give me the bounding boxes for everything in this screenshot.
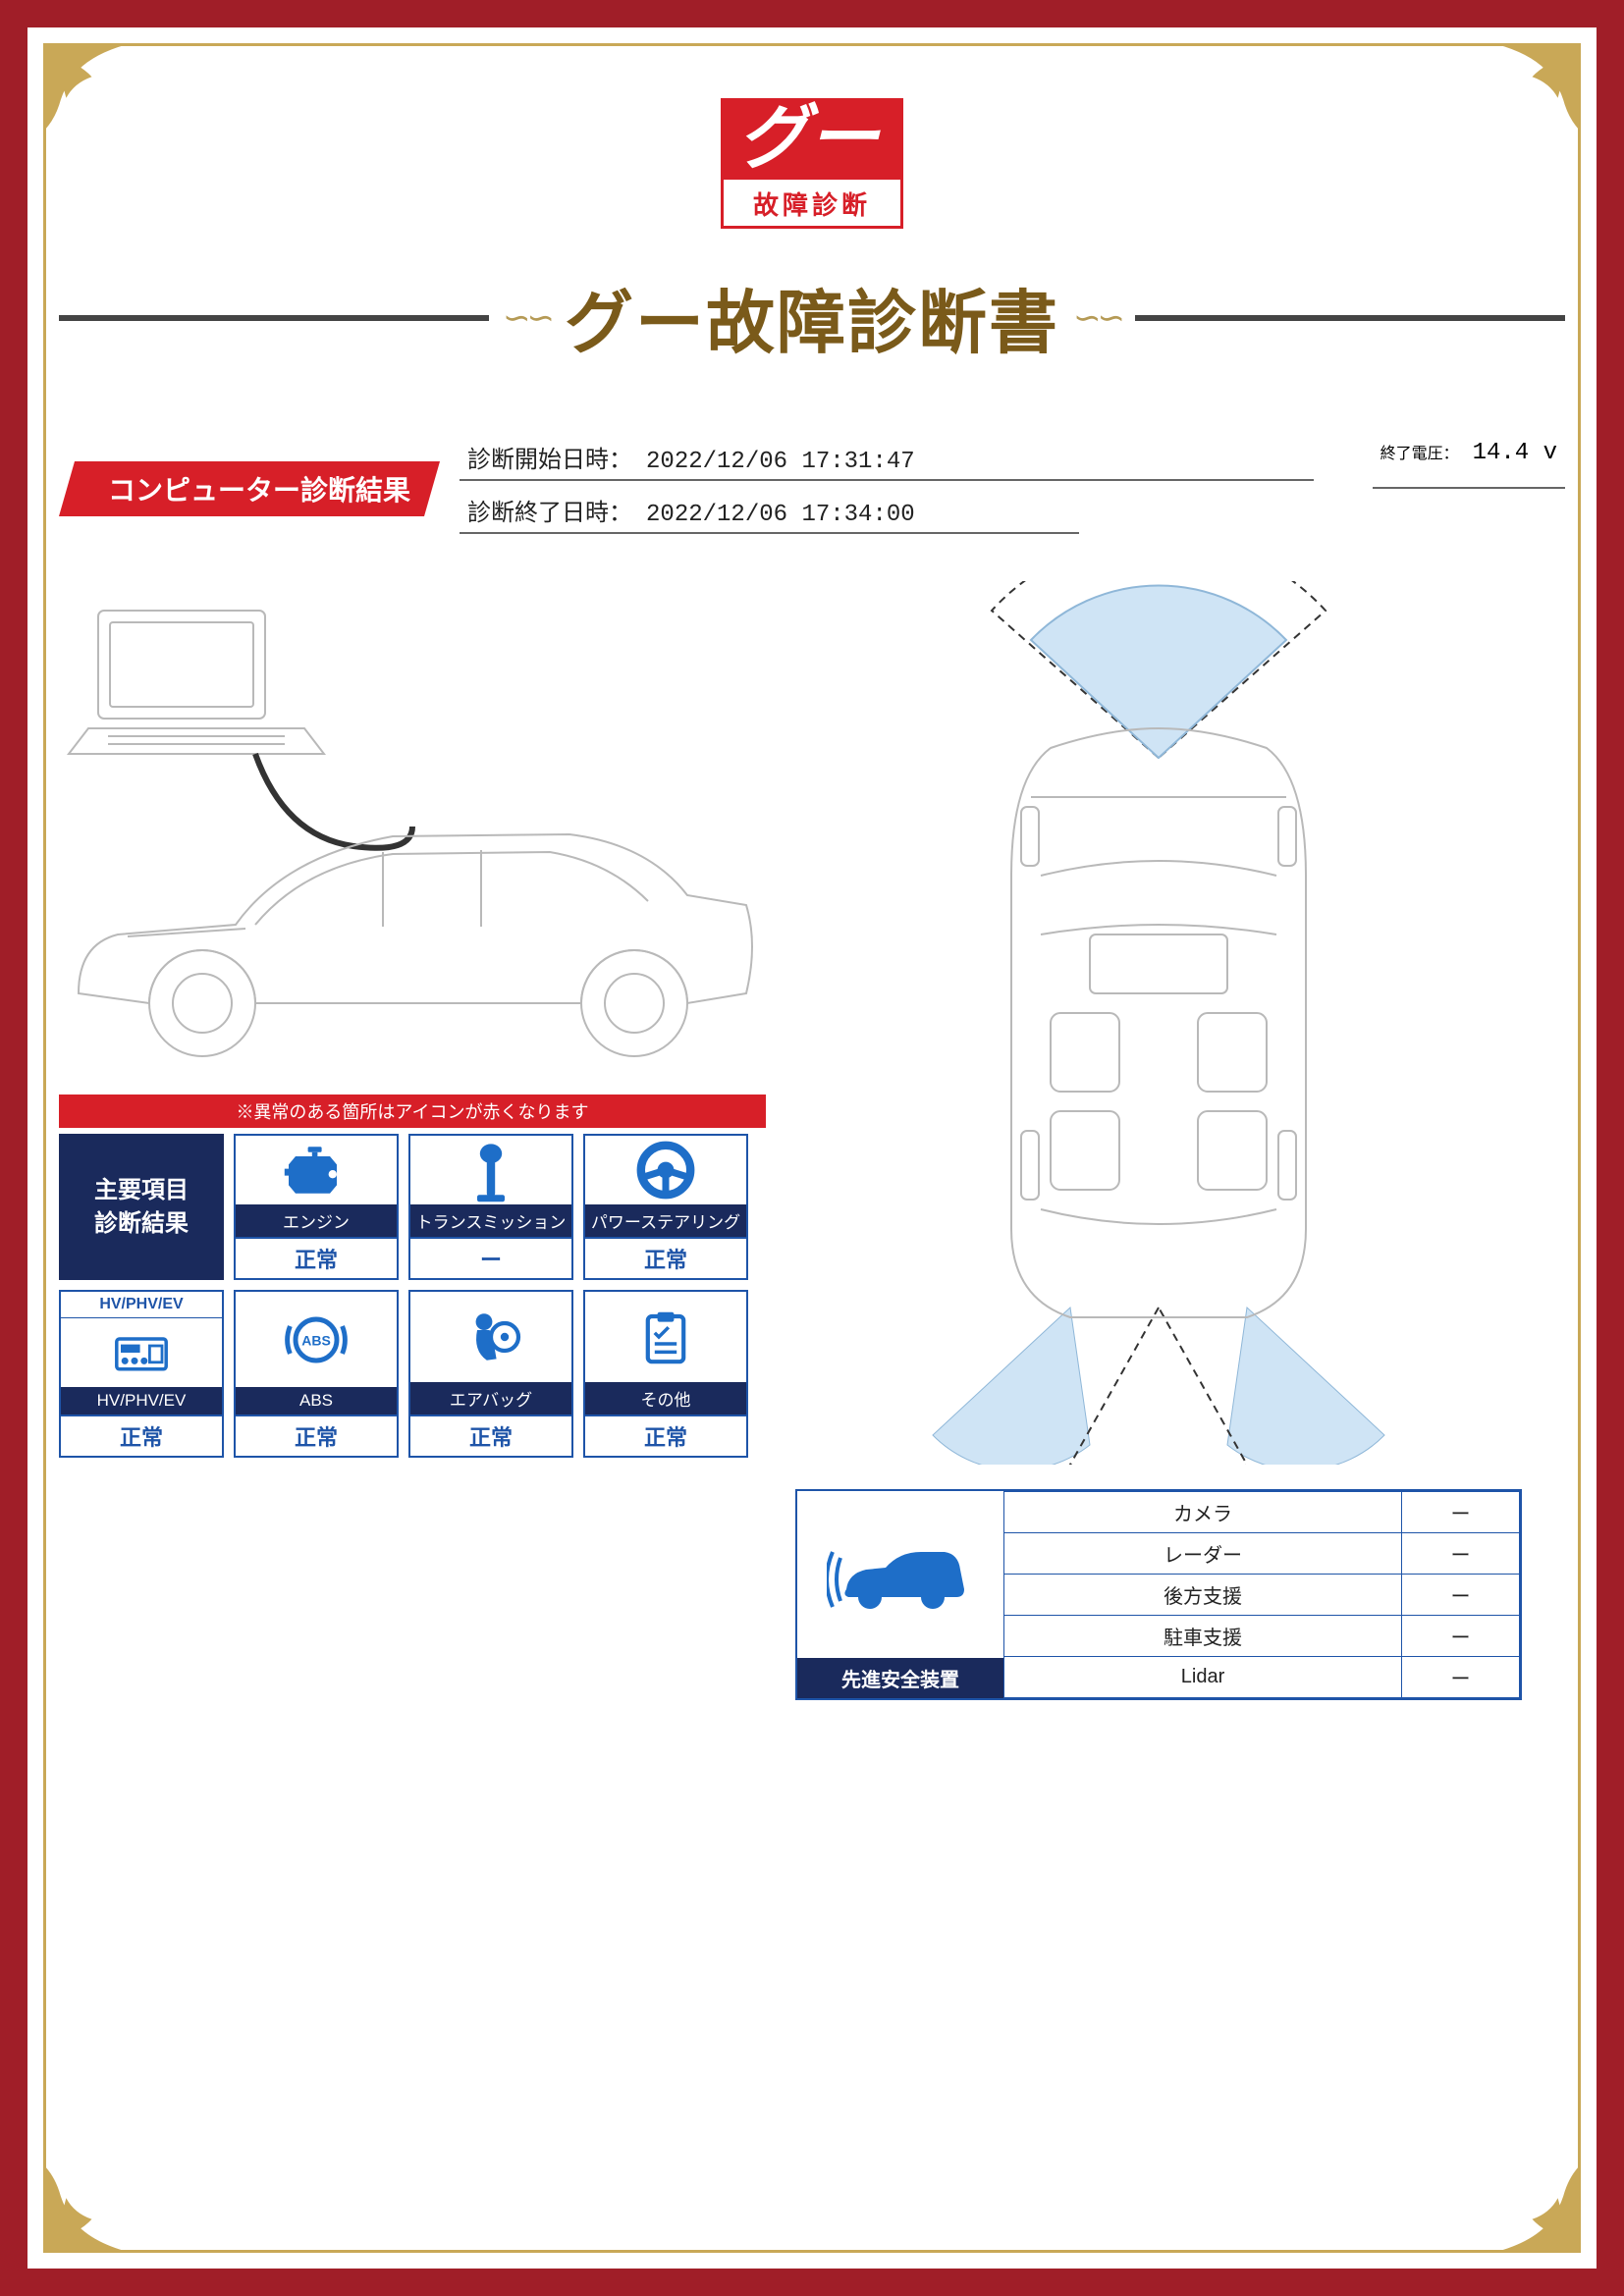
logo: グー 故障診断 [59,98,1565,229]
end-time-label: 診断終了日時： [467,493,632,527]
start-time-value: 2022/12/06 17:31:47 [646,449,915,475]
safety-equipment-box: 先進安全装置 カメラーレーダーー後方支援ー駐車支援ーLidarー [795,1489,1522,1700]
diag-card-status: 正常 [410,1415,571,1456]
logo-brand: グー [724,101,900,180]
diag-card-hvev: HV/PHV/EV HV/PHV/EV 正常 [59,1290,224,1458]
safety-row-value: ー [1402,1575,1520,1616]
title-ornament-right: ∽∽ [1073,298,1121,338]
diag-card-status: 正常 [585,1415,746,1456]
diag-card-status: 正常 [236,1415,397,1456]
logo-subtitle: 故障診断 [724,180,900,226]
voltage-value: 14.4 v [1473,440,1557,466]
car-top-diagram [795,581,1522,1465]
transmission-icon [410,1136,571,1204]
diagnosis-grid: 主要項目診断結果 エンジン 正常 トランスミッション ー パワーステアリング 正… [59,1134,766,1458]
safety-row-name: Lidar [1004,1657,1402,1698]
steering-icon [585,1136,746,1204]
safety-row-name: 後方支援 [1004,1575,1402,1616]
voltage-label: 終了電圧： [1380,440,1459,463]
car-side-diagram [59,581,766,1072]
diag-card-airbag: エアバッグ 正常 [408,1290,573,1458]
safety-row-name: 駐車支援 [1004,1616,1402,1657]
diag-card-steering: パワーステアリング 正常 [583,1134,748,1280]
safety-table: カメラーレーダーー後方支援ー駐車支援ーLidarー [1003,1491,1520,1698]
diag-card-name: エンジン [236,1204,397,1237]
diag-card-name: HV/PHV/EV [61,1387,222,1415]
diag-card-name: トランスミッション [410,1204,571,1237]
diag-card-transmission: トランスミッション ー [408,1134,573,1280]
document-title: グー故障診断書 [565,268,1059,367]
diag-card-status: 正常 [61,1415,222,1456]
abs-icon: ABS [236,1292,397,1387]
diag-card-name: パワーステアリング [585,1204,746,1237]
diag-header-card: 主要項目診断結果 [59,1134,224,1280]
safety-row-value: ー [1402,1657,1520,1698]
diag-card-name: ABS [236,1387,397,1415]
diagnosis-info: 診断開始日時： 2022/12/06 17:31:47 終了電圧： 14.4 v… [460,436,1565,542]
diag-card-name: その他 [585,1382,746,1415]
diag-header-text: 主要項目診断結果 [94,1174,189,1240]
safety-row-name: カメラ [1004,1492,1402,1533]
diag-card-status: ー [410,1237,571,1278]
engine-icon [236,1136,397,1204]
diag-card-abs: ABS ABS 正常 [234,1290,399,1458]
diag-card-status: 正常 [585,1237,746,1278]
title-ornament-left: ∽∽ [503,298,551,338]
diag-card-other: その他 正常 [583,1290,748,1458]
svg-text:ABS: ABS [301,1332,331,1348]
document-title-row: ∽∽ グー故障診断書 ∽∽ [59,268,1565,367]
diag-card-name: エアバッグ [410,1382,571,1415]
safety-row-value: ー [1402,1533,1520,1575]
corner-ornament-br [1492,2164,1581,2253]
section-banner: コンピューター診断結果 [59,461,440,516]
safety-row-name: レーダー [1004,1533,1402,1575]
safety-label: 先進安全装置 [797,1658,1003,1698]
safety-car-icon [797,1491,1003,1658]
airbag-icon [410,1292,571,1382]
diag-card-status: 正常 [236,1237,397,1278]
hvev-icon [61,1318,222,1387]
start-time-label: 診断開始日時： [467,440,632,474]
other-icon [585,1292,746,1382]
end-time-value: 2022/12/06 17:34:00 [646,502,915,528]
notice-bar: ※異常のある箇所はアイコンが赤くなります [59,1095,766,1128]
corner-ornament-bl [43,2164,132,2253]
diag-card-engine: エンジン 正常 [234,1134,399,1280]
safety-row-value: ー [1402,1616,1520,1657]
safety-row-value: ー [1402,1492,1520,1533]
